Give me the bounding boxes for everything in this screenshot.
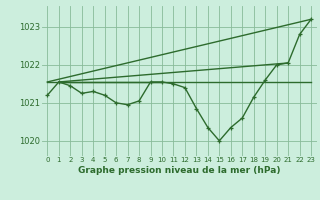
X-axis label: Graphe pression niveau de la mer (hPa): Graphe pression niveau de la mer (hPa)	[78, 166, 280, 175]
